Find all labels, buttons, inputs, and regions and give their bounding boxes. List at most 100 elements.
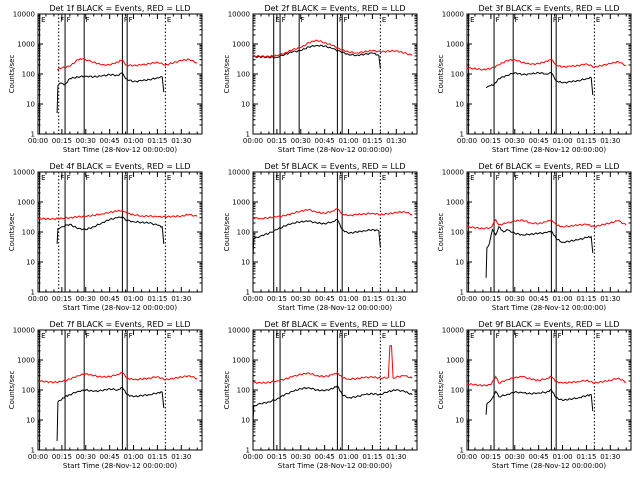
x-tick-label: 00:00 [28,137,48,145]
event-marker-label: E [382,332,386,340]
y-tick-label: 1 [246,447,250,455]
event-marker-label: E [470,332,474,340]
event-marker-label: E [470,16,474,24]
event-marker-label: F [496,174,500,182]
x-tick-label: 01:00 [552,295,572,303]
y-tick-label: 100 [237,229,250,237]
y-tick-label: 10000 [13,169,35,177]
panel-title: Det 4f BLACK = Events, RED = LLD [49,162,190,171]
y-axis-label: Counts/sec [8,371,16,410]
x-tick-label: 00:30 [505,453,525,461]
y-tick-label: 1 [460,447,464,455]
event-marker-label: F [553,332,557,340]
x-tick-label: 01:15 [362,453,382,461]
plot-frame [466,329,632,451]
event-marker-label: E [167,174,171,182]
y-tick-label: 10000 [13,11,35,19]
event-marker-label: E [596,174,600,182]
x-axis-label: Start Time (28-Nov-12 00:00:00) [278,462,392,470]
event-marker-label: E [382,174,386,182]
x-axis-label: Start Time (28-Nov-12 00:00:00) [492,462,606,470]
detector-panel: Det 7f BLACK = Events, RED = LLD 1 10 100 10… [8,320,203,470]
x-tick-label: 00:15 [267,453,287,461]
x-tick-label: 01:15 [362,137,382,145]
y-tick-label: 1000 [232,199,250,207]
y-axis-label: Counts/sec [223,371,231,410]
y-axis-label: Counts/sec [223,55,231,94]
events-series-line [252,384,413,423]
event-marker-label: F [339,174,343,182]
event-marker-label: F [553,16,557,24]
y-tick-label: 1 [460,131,464,139]
y-axis-label: Counts/sec [437,213,445,252]
x-tick-label: 01:00 [123,295,143,303]
event-marker-label: F [129,174,133,182]
x-axis-label: Start Time (28-Nov-12 00:00:00) [63,462,177,470]
detector-panel: Det 9f BLACK = Events, RED = LLD 1 10 100 10… [437,320,632,470]
panel-title: Det 3f BLACK = Events, RED = LLD [478,4,619,13]
event-marker-label: F [86,16,90,24]
panel-title: Det 6f BLACK = Events, RED = LLD [478,162,619,171]
x-axis-label: Start Time (28-Nov-12 00:00:00) [63,304,177,312]
x-axis-label: Start Time (28-Nov-12 00:00:00) [278,304,392,312]
event-marker-label: F [129,16,133,24]
y-tick-label: 10000 [228,11,250,19]
event-marker-label: F [496,16,500,24]
x-tick-label: 00:15 [267,137,287,145]
y-tick-label: 1 [31,131,35,139]
event-marker-label: E [167,16,171,24]
x-tick-label: 00:30 [76,137,96,145]
y-tick-label: 100 [237,387,250,395]
lld-series-line [466,375,627,387]
x-tick-label: 00:45 [100,295,120,303]
y-tick-label: 10 [455,101,464,109]
event-marker-label: F [67,332,71,340]
y-tick-label: 10000 [228,327,250,335]
y-tick-label: 100 [22,71,35,79]
detector-panel: Det 3f BLACK = Events, RED = LLD 1 10 100 10… [437,4,632,154]
x-tick-label: 00:00 [28,295,48,303]
event-marker-label: E [470,174,474,182]
y-tick-label: 10000 [442,327,464,335]
y-tick-label: 10 [26,259,35,267]
lld-series-line [252,345,413,385]
event-marker-label: E [596,16,600,24]
x-tick-label: 01:30 [171,453,191,461]
x-tick-label: 01:00 [338,295,358,303]
y-tick-label: 10 [26,101,35,109]
panel-title: Det 1f BLACK = Events, RED = LLD [49,4,190,13]
x-tick-label: 01:15 [576,137,596,145]
x-tick-label: 01:15 [576,295,596,303]
y-tick-label: 10 [455,417,464,425]
y-tick-label: 1000 [232,357,250,365]
y-tick-label: 100 [451,229,464,237]
event-marker-label: E [275,174,279,182]
y-tick-label: 10000 [228,169,250,177]
x-tick-label: 01:15 [147,137,167,145]
event-marker-label: F [60,16,64,24]
x-tick-label: 01:15 [576,453,596,461]
detector-panel: Det 8f BLACK = Events, RED = LLD 1 10 100 10… [223,320,418,470]
y-tick-label: 1000 [446,357,464,365]
event-marker-label: F [282,332,286,340]
y-tick-label: 1 [246,131,250,139]
y-tick-label: 100 [451,387,464,395]
y-axis-label: Counts/sec [437,55,445,94]
x-tick-label: 00:00 [243,137,263,145]
events-series-line [56,216,165,244]
x-tick-label: 01:30 [386,137,406,145]
plot-frame [37,329,203,451]
y-tick-label: 100 [22,229,35,237]
event-marker-label: F [124,174,128,182]
x-axis-label: Start Time (28-Nov-12 00:00:00) [63,146,177,154]
x-axis-label: Start Time (28-Nov-12 00:00:00) [492,304,606,312]
y-tick-label: 100 [451,71,464,79]
detector-panel: Det 1f BLACK = Events, RED = LLD 1 10 100 10… [8,4,203,154]
x-tick-label: 00:00 [457,295,477,303]
x-tick-label: 00:30 [291,453,311,461]
event-marker-label: F [515,332,519,340]
plot-frame [252,329,418,451]
x-tick-label: 00:15 [481,137,501,145]
y-tick-label: 1000 [17,357,35,365]
x-tick-label: 00:00 [243,295,263,303]
